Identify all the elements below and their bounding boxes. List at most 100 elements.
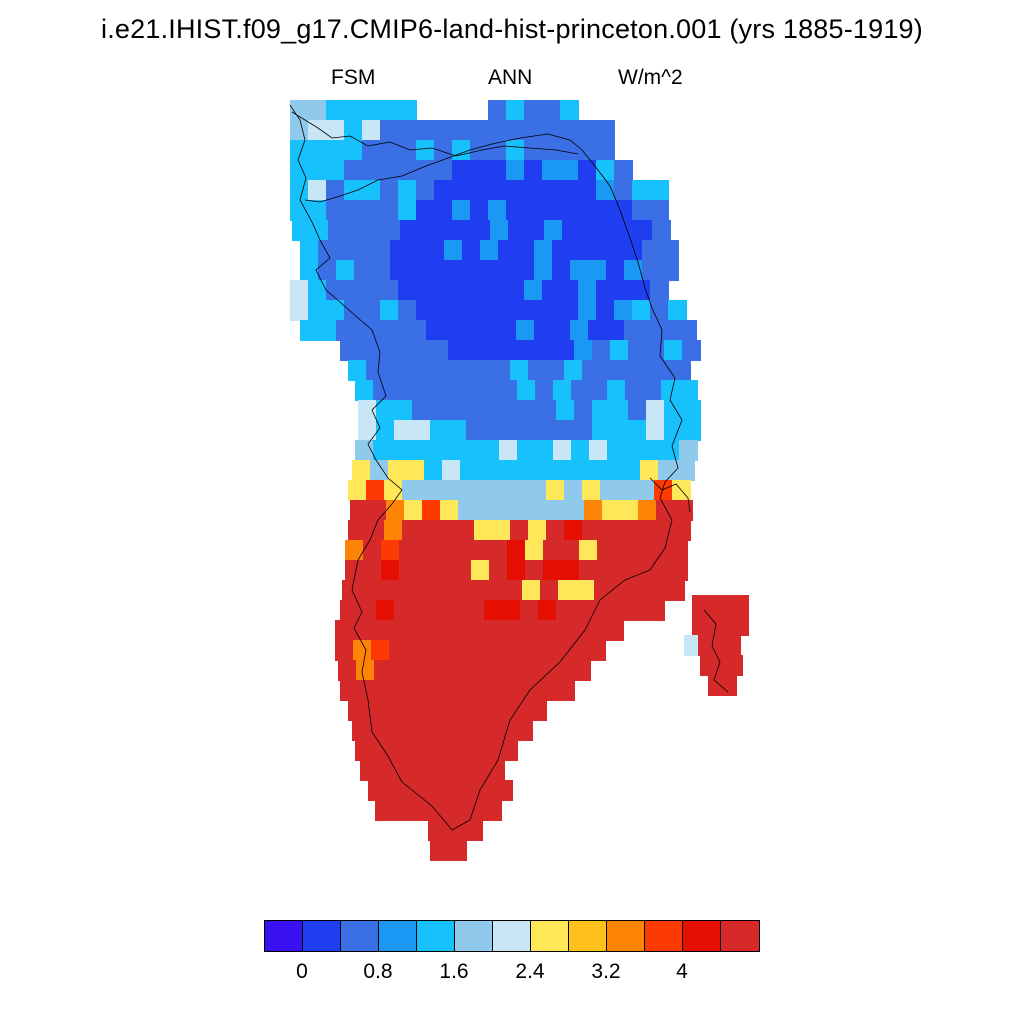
map-cell — [466, 400, 485, 421]
map-cell — [336, 320, 355, 341]
map-cell — [370, 460, 389, 481]
colorbar-box — [683, 921, 721, 951]
map-cell — [604, 460, 623, 481]
map-cell — [514, 720, 533, 741]
map-cell — [634, 220, 653, 241]
map-cell — [596, 120, 615, 141]
map-cell — [574, 420, 593, 441]
map-cell — [666, 580, 685, 601]
map-cell — [481, 380, 500, 401]
map-cell — [561, 540, 580, 561]
map-cell — [484, 340, 503, 361]
map-cell — [380, 140, 399, 161]
map-cell — [466, 420, 485, 441]
map-cell — [588, 240, 607, 261]
map-cell — [556, 680, 575, 701]
map-cell — [344, 200, 363, 221]
map-cell — [452, 300, 471, 321]
map-cell — [380, 100, 399, 121]
map-cell — [458, 500, 477, 521]
map-cell — [354, 240, 373, 261]
map-cell — [502, 680, 521, 701]
map-cell — [348, 700, 367, 721]
map-cell — [614, 200, 633, 221]
map-cell — [535, 380, 554, 401]
map-cell — [290, 180, 309, 201]
map-cell — [630, 580, 649, 601]
colorbar-box — [645, 921, 683, 951]
map-cell — [452, 120, 471, 141]
map-cell — [396, 580, 415, 601]
map-cell — [606, 320, 625, 341]
map-cell — [597, 540, 616, 561]
map-cell — [362, 100, 381, 121]
map-cell — [643, 440, 662, 461]
map-cell — [399, 560, 418, 581]
map-cell — [625, 380, 644, 401]
colorbar-box — [379, 921, 417, 951]
map-cell — [292, 220, 311, 241]
map-cell — [726, 635, 741, 656]
map-cell — [391, 380, 410, 401]
map-cell — [714, 655, 729, 676]
map-cell — [363, 540, 382, 561]
map-cell — [578, 300, 597, 321]
map-cell — [444, 320, 463, 341]
map-cell — [600, 520, 619, 541]
map-cell — [520, 400, 539, 421]
map-cell — [340, 340, 359, 361]
map-cell — [605, 620, 624, 641]
map-cell — [366, 480, 385, 501]
map-cell — [426, 240, 445, 261]
map-cell — [348, 480, 367, 501]
map-cell — [425, 640, 444, 661]
map-cell — [564, 520, 583, 541]
units-label: W/m^2 — [618, 66, 683, 89]
map-cell — [326, 120, 345, 141]
map-cell — [430, 400, 449, 421]
map-cell — [560, 300, 579, 321]
map-cell — [406, 460, 425, 481]
map-cell — [412, 400, 431, 421]
map-cell — [535, 440, 554, 461]
map-cell — [364, 220, 383, 241]
map-cell — [335, 620, 354, 641]
map-cell — [380, 280, 399, 301]
map-cell — [674, 500, 693, 521]
map-cell — [470, 300, 489, 321]
map-cell — [344, 280, 363, 301]
map-cell — [435, 540, 454, 561]
map-cell — [484, 400, 503, 421]
map-cell — [426, 320, 445, 341]
map-cell — [502, 340, 521, 361]
map-cell — [402, 480, 421, 501]
colorbar-box — [607, 921, 645, 951]
map-cell — [396, 760, 415, 781]
map-cell — [336, 240, 355, 261]
map-cell — [646, 400, 665, 421]
map-cell — [326, 140, 345, 161]
colorbar-tick-label: 1.6 — [439, 960, 469, 983]
map-cell — [516, 240, 535, 261]
map-cell — [506, 140, 525, 161]
map-cell — [326, 200, 345, 221]
map-cell — [388, 720, 407, 741]
map-cell — [512, 500, 531, 521]
map-cell — [432, 760, 451, 781]
map-cell — [434, 200, 453, 221]
map-cell — [416, 160, 435, 181]
map-cell — [551, 620, 570, 641]
map-cell — [310, 220, 329, 241]
map-cell — [376, 340, 395, 361]
map-cell — [633, 560, 652, 581]
map-cell — [558, 580, 577, 601]
map-cell — [574, 400, 593, 421]
map-cell — [543, 560, 562, 581]
map-cell — [344, 180, 363, 201]
colorbar-box — [303, 921, 341, 951]
map-cell — [556, 600, 575, 621]
map-cell — [498, 320, 517, 341]
map-cell — [432, 580, 451, 601]
map-cell — [326, 180, 345, 201]
nw-coast-detail — [291, 111, 579, 157]
